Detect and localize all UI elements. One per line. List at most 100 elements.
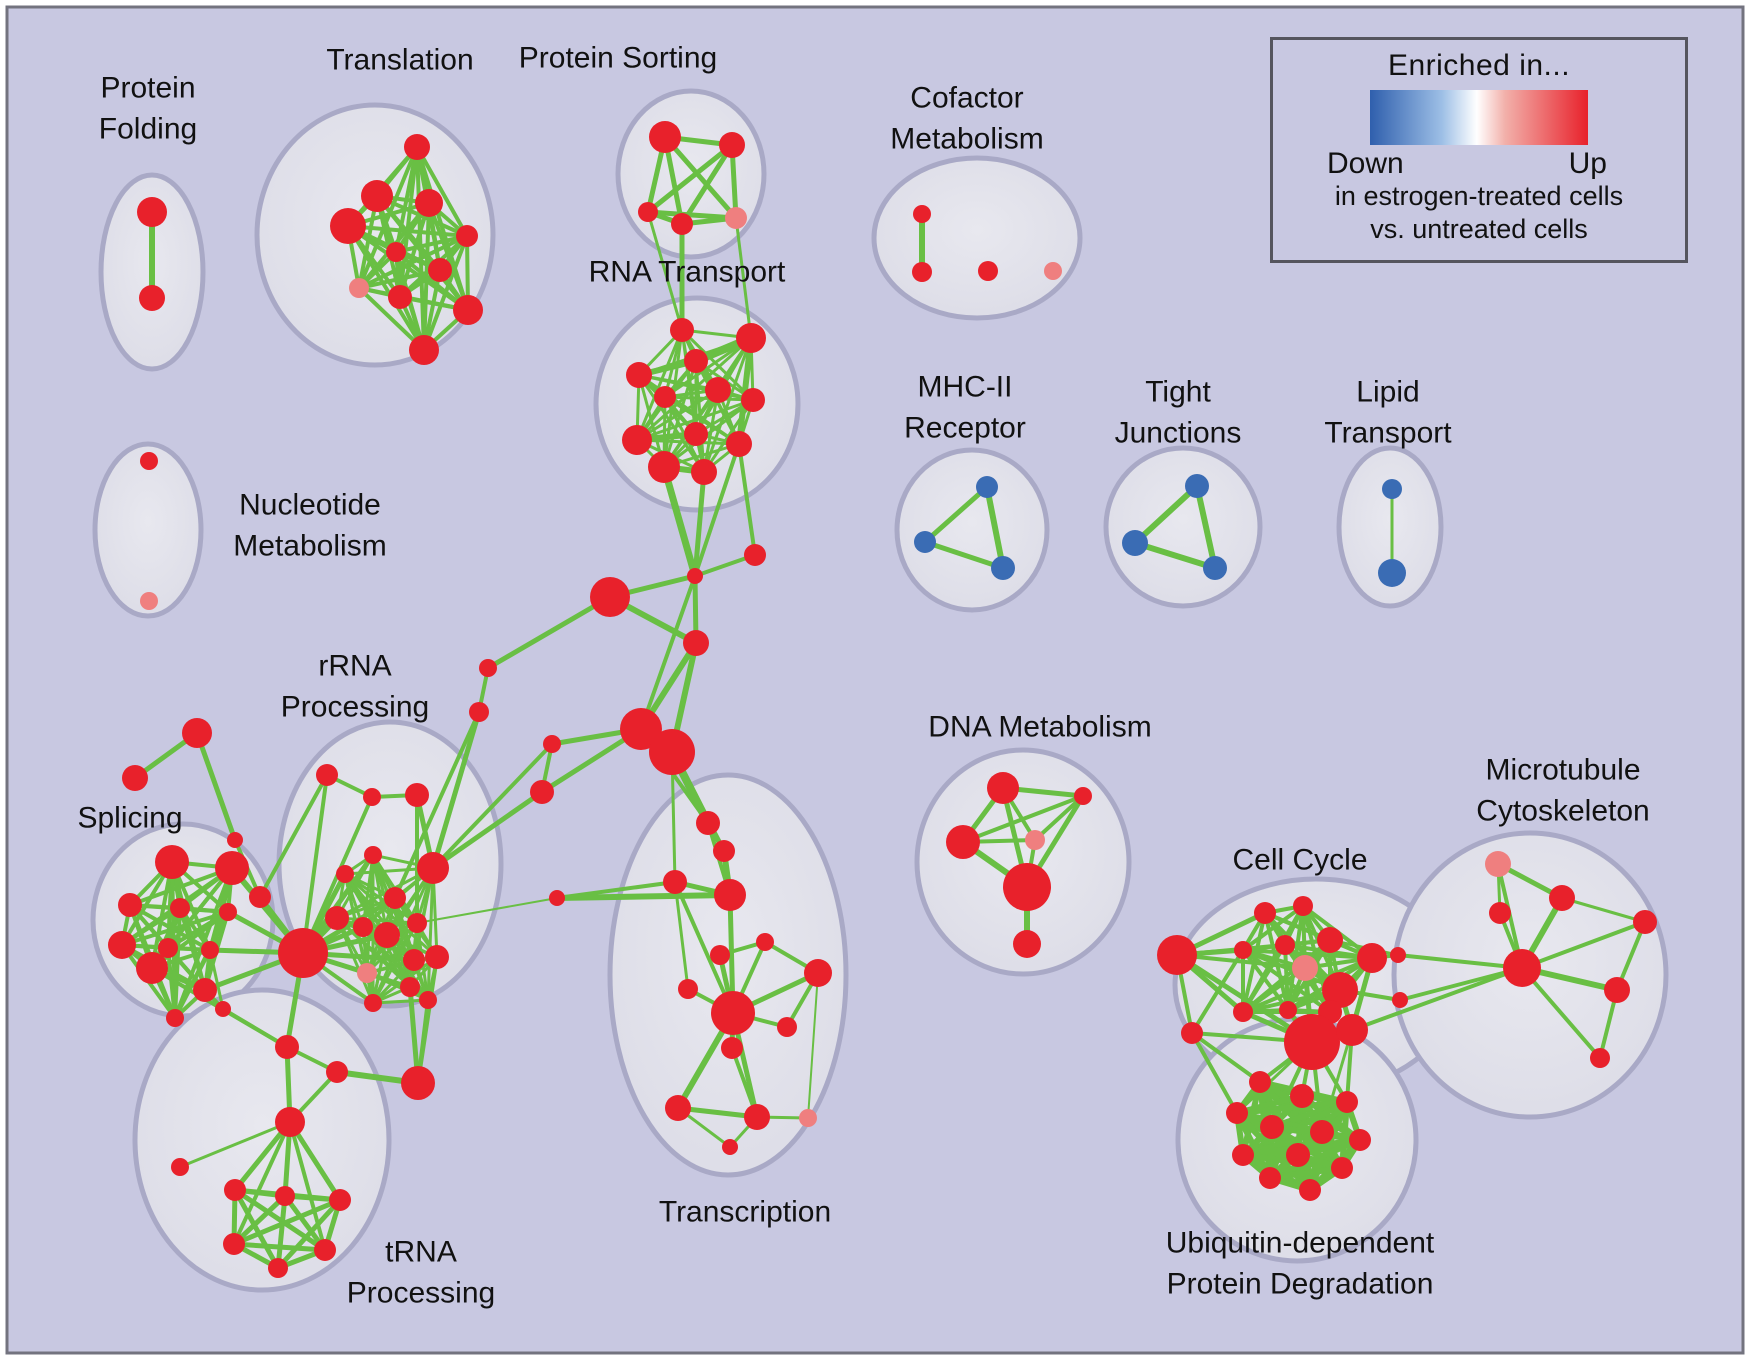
cluster-label-ubiquitin-degradation: Protein Degradation bbox=[1167, 1268, 1434, 1301]
edge-t3-t10 bbox=[346, 224, 426, 352]
cluster-label-protein-folding: Folding bbox=[99, 113, 197, 146]
edge-r9-c1 bbox=[737, 442, 757, 557]
node-cc7 bbox=[1322, 972, 1358, 1008]
edge-dm1-dm3 bbox=[1033, 794, 1085, 842]
node-tj1 bbox=[1122, 530, 1148, 556]
edge-cc11-cc2 bbox=[1190, 948, 1245, 1035]
node-r11 bbox=[691, 459, 717, 485]
edge-mh1-mh2 bbox=[922, 539, 1006, 571]
edge-x2-x8 bbox=[673, 880, 690, 991]
node-rr21 bbox=[401, 1066, 435, 1100]
node-rr16 bbox=[400, 977, 420, 997]
node-mt0 bbox=[1485, 851, 1511, 877]
node-ub10 bbox=[1259, 1167, 1281, 1189]
edge-r11-c0 bbox=[692, 469, 707, 579]
cluster-ellipse-cofactor-metabolism bbox=[871, 155, 1083, 321]
edge-tn2-tn7 bbox=[232, 1187, 281, 1271]
node-c8 bbox=[479, 659, 497, 677]
node-r5 bbox=[741, 388, 765, 412]
edge-r10-c0 bbox=[660, 463, 699, 580]
node-cf1 bbox=[912, 262, 932, 282]
edge-p4-r1 bbox=[734, 216, 753, 340]
node-mt6 bbox=[1590, 1048, 1610, 1068]
edge-cc11-ub0 bbox=[1190, 1031, 1262, 1084]
node-ub6 bbox=[1349, 1129, 1371, 1151]
node-p2 bbox=[638, 202, 658, 222]
edge-rr0-rr12 bbox=[258, 773, 329, 899]
cluster-label-rrna-processing: rRNA bbox=[318, 650, 391, 683]
node-c5 bbox=[649, 729, 695, 775]
node-ub5 bbox=[1310, 1120, 1334, 1144]
cluster-ellipse-nucleotide-metabolism bbox=[92, 441, 204, 619]
cluster-label-lipid-transport: Lipid bbox=[1356, 376, 1419, 409]
cluster-label-lipid-transport: Transport bbox=[1324, 417, 1452, 450]
edge-x7-x14 bbox=[807, 972, 819, 1119]
node-mt5 bbox=[1633, 910, 1657, 934]
node-rr20 bbox=[326, 1061, 348, 1083]
cluster-label-microtubule-cytoskeleton: Microtubule bbox=[1485, 754, 1640, 787]
cluster-label-rna-transport: RNA Transport bbox=[589, 256, 786, 289]
node-cc1 bbox=[1293, 896, 1313, 916]
node-mt1 bbox=[1549, 885, 1575, 911]
edge-rr8-rr17 bbox=[335, 916, 375, 1005]
cluster-label-cofactor-metabolism: Metabolism bbox=[890, 123, 1043, 156]
node-c2 bbox=[590, 577, 630, 617]
edge-r9-c0 bbox=[693, 442, 741, 578]
edge-sp6-sp10 bbox=[166, 946, 177, 1020]
edge-cc5-cc8 bbox=[1241, 956, 1374, 1014]
node-tj2 bbox=[1203, 556, 1227, 580]
edge-rr5-rr11 bbox=[343, 872, 419, 925]
edge-tn0-tn6 bbox=[288, 1120, 327, 1252]
cluster-label-cofactor-metabolism: Cofactor bbox=[910, 82, 1023, 115]
edge-t4-t7 bbox=[357, 234, 469, 290]
cluster-label-nucleotide-metabolism: Metabolism bbox=[233, 530, 386, 563]
node-tn4 bbox=[329, 1189, 351, 1211]
node-t3 bbox=[330, 208, 366, 244]
node-r10 bbox=[648, 451, 680, 483]
edge-r1-r7 bbox=[635, 336, 753, 442]
node-rr10 bbox=[374, 922, 400, 948]
edge-p0-p4 bbox=[662, 134, 739, 221]
edge-t4-t5 bbox=[394, 234, 469, 254]
edge-mt3-mt6 bbox=[1520, 966, 1602, 1060]
cluster-label-protein-folding: Protein bbox=[100, 72, 195, 105]
node-dm2 bbox=[946, 825, 980, 859]
legend-gradient-bar bbox=[1370, 90, 1588, 145]
node-x15 bbox=[722, 1139, 738, 1155]
node-x1 bbox=[713, 840, 735, 862]
legend-down-label: Down bbox=[1327, 147, 1404, 180]
node-tj0 bbox=[1185, 474, 1209, 498]
node-tn3 bbox=[275, 1186, 295, 1206]
edge-rr11-rr17 bbox=[371, 921, 419, 1005]
legend-caption-line2: vs. untreated cells bbox=[1370, 214, 1588, 244]
node-sp11 bbox=[215, 1001, 231, 1017]
node-rr15 bbox=[357, 963, 377, 983]
node-x12 bbox=[665, 1095, 691, 1121]
node-x2 bbox=[663, 870, 687, 894]
node-lt0 bbox=[1382, 479, 1402, 499]
legend-scale-labels: Down Up bbox=[1273, 148, 1685, 180]
cluster-ellipse-mhc-ii-receptor bbox=[894, 447, 1050, 613]
edge-r5-r10 bbox=[662, 398, 755, 469]
node-mt3 bbox=[1503, 949, 1541, 987]
node-x10 bbox=[777, 1017, 797, 1037]
node-r9 bbox=[726, 431, 752, 457]
node-rr5 bbox=[336, 865, 354, 883]
legend-title: Enriched in... bbox=[1387, 49, 1571, 82]
edge-tn3-tn7 bbox=[275, 1193, 288, 1271]
node-ub4 bbox=[1260, 1115, 1284, 1139]
edge-t6-t7 bbox=[357, 268, 442, 290]
node-x3 bbox=[714, 879, 746, 911]
node-cc0 bbox=[1254, 902, 1276, 924]
node-rr6 bbox=[384, 887, 406, 909]
node-ccL bbox=[1157, 935, 1197, 975]
node-t0 bbox=[404, 134, 430, 160]
cluster-label-trna-processing: tRNA bbox=[385, 1236, 457, 1269]
edge-tj1-tj2 bbox=[1132, 540, 1218, 571]
edge-sp4-sp5 bbox=[120, 910, 230, 947]
node-mh2 bbox=[991, 556, 1015, 580]
node-rr9 bbox=[353, 917, 373, 937]
node-t2 bbox=[415, 189, 443, 217]
node-tn5 bbox=[223, 1233, 245, 1255]
